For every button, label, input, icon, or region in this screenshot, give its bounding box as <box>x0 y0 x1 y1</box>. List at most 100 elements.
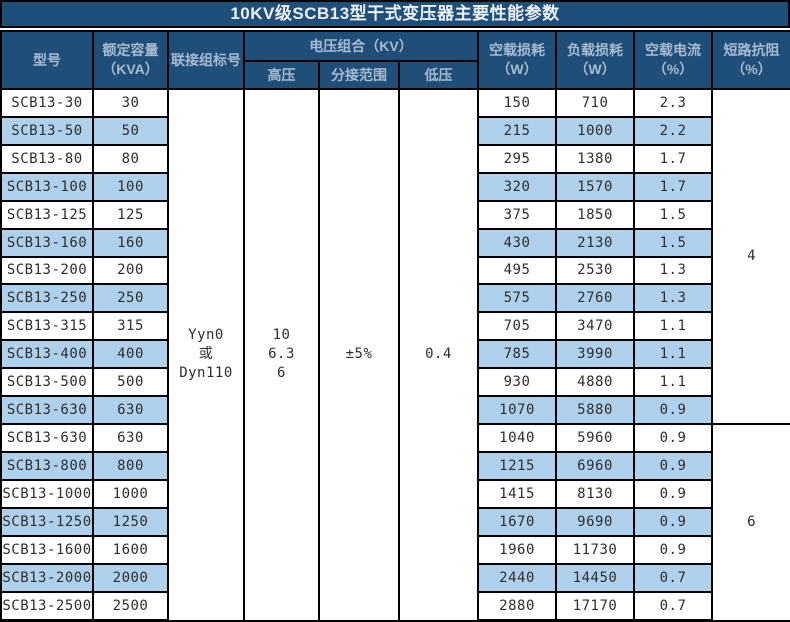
cell-capacity: 630 <box>92 423 169 453</box>
table-row: SCB13-315 315 705 3470 1.1 <box>0 311 790 342</box>
col-header-impedance: 短路抗阻 （%） <box>711 30 790 90</box>
table-row: SCB13-100 100 320 1570 1.7 <box>0 171 790 202</box>
cell-model: SCB13-200 <box>0 255 94 286</box>
cell-no-load-loss: 2880 <box>477 590 558 622</box>
table-row: SCB13-2500 2500 2880 17170 0.7 <box>0 590 790 622</box>
col-header-no-load-current: 空载电流 （%） <box>633 30 714 90</box>
cell-tap-range: ±5% <box>318 88 400 622</box>
cell-capacity: 1600 <box>92 534 169 565</box>
col-header-capacity: 额定容量 （KVA） <box>92 30 169 90</box>
cell-load-loss: 4880 <box>555 367 636 398</box>
cell-model: SCB13-1600 <box>0 534 94 565</box>
cell-capacity: 2500 <box>92 590 169 622</box>
cell-capacity: 125 <box>92 199 169 230</box>
cell-no-load-current: 0.9 <box>633 395 714 426</box>
cell-no-load-current: 1.3 <box>633 255 714 286</box>
cell-load-loss: 2760 <box>555 283 636 314</box>
cell-impedance-group2: 6 <box>711 423 790 622</box>
cell-model: SCB13-50 <box>0 115 94 146</box>
col-header-lv: 低压 <box>397 60 480 90</box>
table-row: SCB13-250 250 575 2760 1.3 <box>0 283 790 314</box>
cell-capacity: 800 <box>92 450 169 481</box>
table-row: SCB13-200 200 495 2530 1.3 <box>0 255 790 286</box>
cell-load-loss: 5880 <box>555 395 636 426</box>
cell-no-load-loss: 1070 <box>477 395 558 426</box>
cell-model: SCB13-630 <box>0 395 94 426</box>
cell-hv-values: 10 6.3 6 <box>243 88 320 622</box>
cell-no-load-loss: 2440 <box>477 562 558 593</box>
cell-model: SCB13-30 <box>0 88 94 118</box>
cell-load-loss: 1850 <box>555 199 636 230</box>
cell-model: SCB13-315 <box>0 311 94 342</box>
cell-no-load-loss: 930 <box>477 367 558 398</box>
cell-model: SCB13-800 <box>0 450 94 481</box>
cell-connection-group: Yyn0 或 Dyn110 <box>167 88 245 622</box>
cell-no-load-current: 0.7 <box>633 562 714 593</box>
cell-capacity: 400 <box>92 339 169 370</box>
table-row: SCB13-630 630 1070 5880 0.9 <box>0 395 790 426</box>
cell-capacity: 500 <box>92 367 169 398</box>
cell-no-load-current: 0.9 <box>633 478 714 509</box>
cell-no-load-loss: 785 <box>477 339 558 370</box>
cell-capacity: 50 <box>92 115 169 146</box>
cell-model: SCB13-400 <box>0 339 94 370</box>
cell-load-loss: 710 <box>555 88 636 118</box>
cell-no-load-current: 0.7 <box>633 590 714 622</box>
cell-load-loss: 5960 <box>555 423 636 453</box>
cell-no-load-current: 1.7 <box>633 143 714 174</box>
cell-no-load-current: 1.1 <box>633 339 714 370</box>
cell-model: SCB13-80 <box>0 143 94 174</box>
cell-no-load-current: 1.7 <box>633 171 714 202</box>
cell-no-load-current: 1.1 <box>633 311 714 342</box>
cell-model: SCB13-1000 <box>0 478 94 509</box>
cell-no-load-loss: 1415 <box>477 478 558 509</box>
col-header-load-loss: 负载损耗 （W） <box>555 30 636 90</box>
cell-capacity: 100 <box>92 171 169 202</box>
table-row: SCB13-1600 1600 1960 11730 0.9 <box>0 534 790 565</box>
cell-load-loss: 1000 <box>555 115 636 146</box>
cell-model: SCB13-125 <box>0 199 94 230</box>
cell-no-load-current: 0.9 <box>633 450 714 481</box>
cell-no-load-current: 0.9 <box>633 534 714 565</box>
cell-model: SCB13-2000 <box>0 562 94 593</box>
cell-no-load-loss: 1670 <box>477 506 558 537</box>
cell-no-load-loss: 1960 <box>477 534 558 565</box>
header-row-2: 高压 分接范围 低压 <box>1 60 790 90</box>
col-header-tap-range: 分接范围 <box>318 60 400 90</box>
cell-load-loss: 17170 <box>555 590 636 622</box>
table-row: SCB13-80 80 295 1380 1.7 <box>0 143 790 174</box>
cell-capacity: 160 <box>92 227 169 258</box>
col-header-connection-group: 联接组标号 <box>167 30 245 90</box>
cell-capacity: 1000 <box>92 478 169 509</box>
cell-no-load-loss: 1215 <box>477 450 558 481</box>
cell-capacity: 80 <box>92 143 169 174</box>
col-header-voltage-group: 电压组合（KV） <box>242 30 480 62</box>
cell-no-load-loss: 215 <box>477 115 558 146</box>
cell-capacity: 250 <box>92 283 169 314</box>
cell-no-load-loss: 495 <box>477 255 558 286</box>
cell-load-loss: 2130 <box>555 227 636 258</box>
cell-capacity: 630 <box>92 395 169 426</box>
cell-no-load-current: 1.3 <box>633 283 714 314</box>
spec-table: 型号 额定容量 （KVA） 联接组标号 电压组合（KV） 空载损耗 （W） 负载… <box>0 30 790 622</box>
cell-no-load-loss: 1040 <box>477 423 558 453</box>
cell-no-load-loss: 295 <box>477 143 558 174</box>
table-row: SCB13-800 800 1215 6960 0.9 <box>0 450 790 481</box>
cell-model: SCB13-160 <box>0 227 94 258</box>
cell-load-loss: 3990 <box>555 339 636 370</box>
cell-no-load-loss: 375 <box>477 199 558 230</box>
cell-no-load-loss: 575 <box>477 283 558 314</box>
cell-load-loss: 2530 <box>555 255 636 286</box>
table-row: SCB13-160 160 430 2130 1.5 <box>0 227 790 258</box>
cell-model: SCB13-2500 <box>0 590 94 622</box>
cell-capacity: 1250 <box>92 506 169 537</box>
cell-capacity: 315 <box>92 311 169 342</box>
page-title: 10KV级SCB13型干式变压器主要性能参数 <box>0 0 790 28</box>
cell-capacity: 30 <box>92 88 169 118</box>
cell-no-load-loss: 150 <box>477 88 558 118</box>
cell-no-load-loss: 320 <box>477 171 558 202</box>
cell-no-load-current: 1.1 <box>633 367 714 398</box>
col-header-model: 型号 <box>0 30 94 90</box>
cell-load-loss: 11730 <box>555 534 636 565</box>
